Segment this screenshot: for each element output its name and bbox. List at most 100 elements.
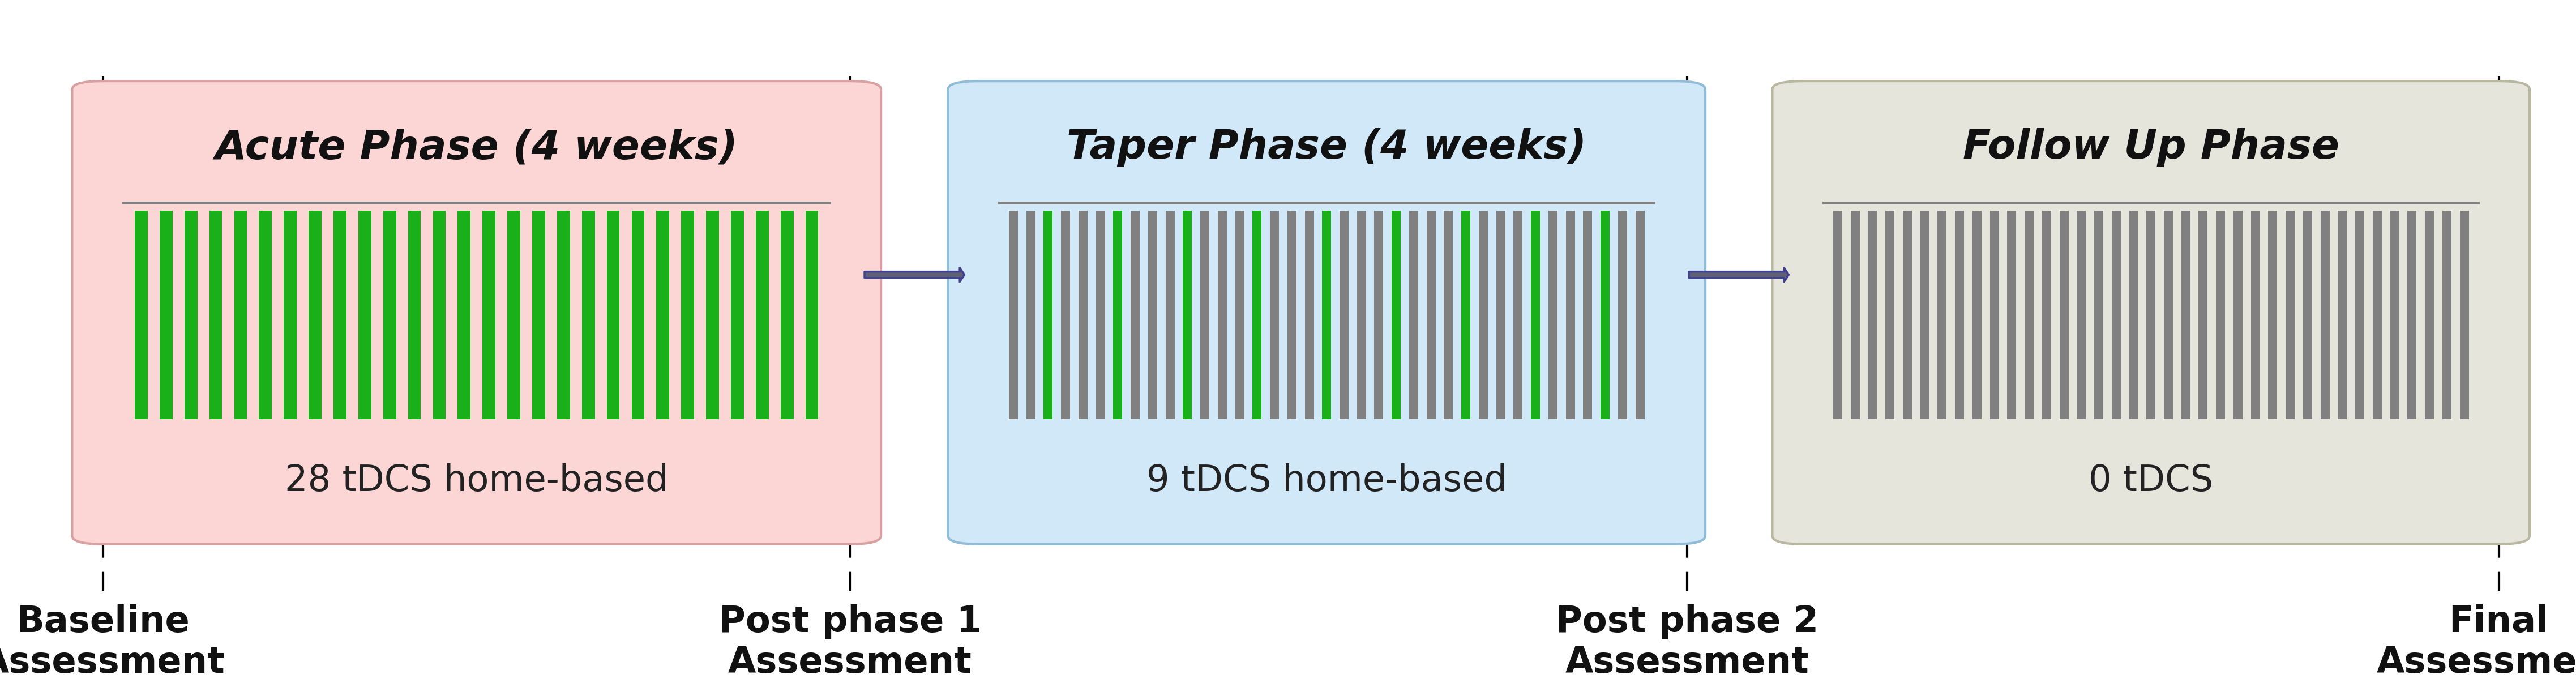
Bar [1010, 211, 1018, 419]
Text: Post phase 1
Assessment: Post phase 1 Assessment [719, 605, 981, 680]
Text: 9 tDCS home-based: 9 tDCS home-based [1146, 463, 1507, 499]
Bar [2112, 211, 2120, 419]
Bar [134, 211, 147, 419]
Bar [2460, 211, 2468, 419]
Text: Taper Phase (4 weeks): Taper Phase (4 weeks) [1066, 128, 1587, 167]
Bar [1600, 211, 1610, 419]
Bar [2146, 211, 2156, 419]
Bar [482, 211, 495, 419]
Bar [1479, 211, 1489, 419]
Bar [234, 211, 247, 419]
Text: Post phase 2
Assessment: Post phase 2 Assessment [1556, 605, 1819, 680]
Bar [2094, 211, 2102, 419]
Bar [1530, 211, 1540, 419]
Bar [1095, 211, 1105, 419]
Bar [2354, 211, 2365, 419]
Bar [2269, 211, 2277, 419]
Bar [2442, 211, 2452, 419]
Bar [1937, 211, 1947, 419]
Text: Acute Phase (4 weeks): Acute Phase (4 weeks) [214, 128, 739, 167]
Bar [631, 211, 644, 419]
Bar [2025, 211, 2032, 419]
Bar [384, 211, 397, 419]
Bar [1904, 211, 1911, 419]
Bar [332, 211, 345, 419]
Bar [2321, 211, 2329, 419]
Bar [1061, 211, 1069, 419]
Bar [1636, 211, 1643, 419]
Bar [1919, 211, 1929, 419]
Bar [2391, 211, 2398, 419]
Bar [185, 211, 198, 419]
Bar [680, 211, 693, 419]
Bar [556, 211, 569, 419]
Bar [2007, 211, 2017, 419]
Bar [2182, 211, 2190, 419]
Bar [1340, 211, 1350, 419]
Bar [1131, 211, 1139, 419]
Bar [2372, 211, 2383, 419]
FancyBboxPatch shape [1772, 81, 2530, 544]
Bar [507, 211, 520, 419]
Bar [1113, 211, 1123, 419]
Bar [1497, 211, 1504, 419]
Bar [582, 211, 595, 419]
Bar [732, 211, 744, 419]
Bar [608, 211, 621, 419]
Bar [1321, 211, 1332, 419]
Bar [2303, 211, 2313, 419]
Bar [433, 211, 446, 419]
Bar [706, 211, 719, 419]
FancyBboxPatch shape [948, 81, 1705, 544]
Bar [1043, 211, 1054, 419]
Bar [1886, 211, 1893, 419]
Bar [1303, 211, 1314, 419]
Bar [1973, 211, 1981, 419]
Bar [806, 211, 819, 419]
Bar [2339, 211, 2347, 419]
Bar [1566, 211, 1574, 419]
Bar [459, 211, 471, 419]
FancyBboxPatch shape [72, 81, 881, 544]
Bar [1270, 211, 1278, 419]
Bar [1358, 211, 1365, 419]
Bar [358, 211, 371, 419]
Bar [2164, 211, 2174, 419]
Bar [533, 211, 546, 419]
Bar [309, 211, 322, 419]
Bar [1445, 211, 1453, 419]
Bar [1584, 211, 1592, 419]
Bar [1548, 211, 1558, 419]
Bar [2409, 211, 2416, 419]
Bar [1427, 211, 1435, 419]
Bar [1025, 211, 1036, 419]
Bar [2251, 211, 2259, 419]
Text: Final
Assessment: Final Assessment [2378, 605, 2576, 680]
Bar [1618, 211, 1628, 419]
Bar [2043, 211, 2050, 419]
Bar [160, 211, 173, 419]
Bar [1182, 211, 1193, 419]
Bar [1515, 211, 1522, 419]
Bar [283, 211, 296, 419]
Bar [2058, 211, 2069, 419]
Bar [1868, 211, 1878, 419]
Bar [2424, 211, 2434, 419]
Bar [260, 211, 273, 419]
Bar [1834, 211, 1842, 419]
Bar [781, 211, 793, 419]
Bar [1989, 211, 1999, 419]
Bar [1234, 211, 1244, 419]
Bar [1164, 211, 1175, 419]
Bar [2076, 211, 2087, 419]
Bar [1288, 211, 1296, 419]
Bar [1079, 211, 1087, 419]
Bar [2215, 211, 2226, 419]
Text: 28 tDCS home-based: 28 tDCS home-based [286, 463, 667, 499]
Bar [1200, 211, 1208, 419]
Text: Baseline
Assessment: Baseline Assessment [0, 605, 224, 680]
Bar [407, 211, 420, 419]
Bar [2233, 211, 2244, 419]
Bar [1252, 211, 1262, 419]
Bar [1850, 211, 1860, 419]
